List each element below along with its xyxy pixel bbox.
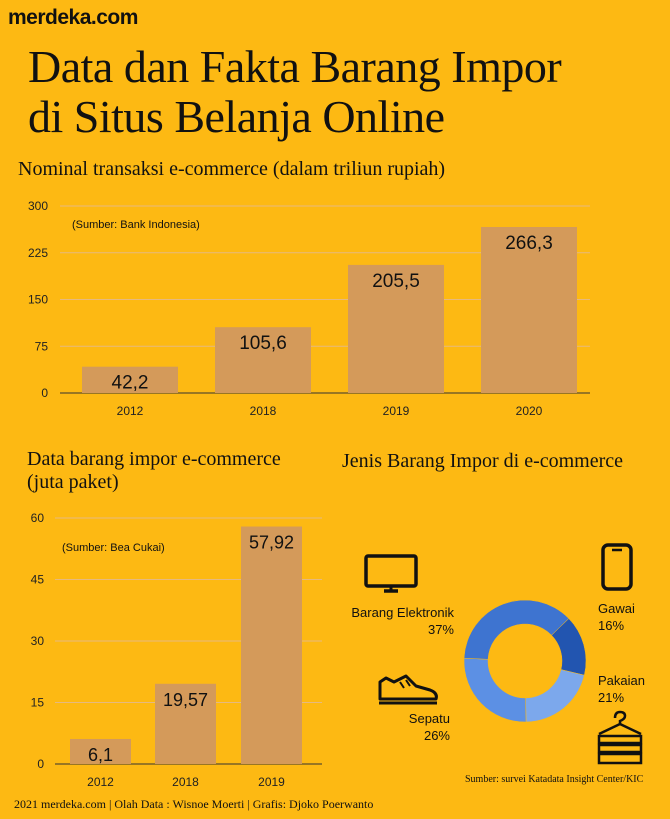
- chart3-title: Jenis Barang Impor di e-commerce: [342, 450, 624, 472]
- x-tick-label: 2018: [172, 775, 199, 789]
- chart2-title: Data barang impor e-commerce (juta paket…: [27, 448, 281, 494]
- donut-source: Sumber: survei Katadata Insight Center/K…: [465, 774, 644, 785]
- clothes-icon: [597, 710, 643, 765]
- chart1-title: Nominal transaksi e-commerce (dalam tril…: [18, 158, 446, 180]
- bar: [348, 264, 444, 393]
- headline: Data dan Fakta Barang Impor di Situs Bel…: [28, 42, 658, 142]
- donut-slice: [463, 657, 527, 723]
- import-packages-chart: 0 15 30 45 60 6,1 2012 19,57 2018 57,92 2019 (Sumbe…: [31, 511, 322, 789]
- chart2-title-line-1: Data barang impor e-commerce: [27, 448, 281, 470]
- bar-value-label: 57,92: [249, 533, 294, 553]
- slice-label-elektronik: Barang Elektronik 37%: [334, 604, 454, 638]
- bar-value-label: 266,3: [505, 233, 553, 254]
- slice-name: Pakaian: [598, 673, 645, 688]
- x-tick-label: 2012: [87, 775, 114, 789]
- brand-logo: merdeka.com: [8, 6, 138, 29]
- bar-value-label: 205,5: [372, 271, 420, 292]
- x-tick-label: 2018: [250, 404, 277, 418]
- x-tick-label: 2019: [258, 775, 285, 789]
- slice-label-gawai: Gawai 16%: [598, 600, 635, 634]
- slice-name: Barang Elektronik: [351, 605, 454, 620]
- slice-value: 21%: [598, 690, 625, 705]
- slice-value: 16%: [598, 618, 625, 633]
- slice-value: 37%: [427, 622, 454, 637]
- y-tick-label: 75: [35, 339, 49, 353]
- slice-name: Gawai: [598, 601, 635, 616]
- donut-slice: [525, 669, 585, 723]
- bar-value-label: 105,6: [239, 333, 287, 354]
- shoe-icon: [378, 674, 438, 705]
- bar: [481, 227, 577, 393]
- chart2-title-line-2: (juta paket): [27, 471, 119, 493]
- y-tick-label: 15: [31, 696, 45, 710]
- slice-label-sepatu: Sepatu 26%: [340, 710, 450, 744]
- y-tick-label: 45: [31, 573, 45, 587]
- y-tick-label: 300: [28, 199, 48, 213]
- import-type-donut: [463, 599, 587, 723]
- y-tick-label: 60: [31, 511, 45, 525]
- ecommerce-transaction-chart: 0 75 150 225 300 42,2 2012 105,6 2018 205,5 2019 26…: [28, 199, 590, 418]
- y-tick-label: 0: [37, 757, 44, 771]
- source-note: (Sumber: Bank Indonesia): [72, 219, 200, 231]
- x-tick-label: 2019: [383, 404, 410, 418]
- y-tick-label: 150: [28, 293, 48, 307]
- donut-slice: [463, 599, 570, 660]
- bar: [155, 683, 216, 764]
- bar-value-label: 6,1: [88, 745, 113, 765]
- bar: [215, 327, 311, 393]
- tv-icon: [364, 554, 418, 593]
- x-tick-label: 2012: [117, 404, 144, 418]
- bar-value-label: 19,57: [163, 690, 208, 710]
- headline-line-1: Data dan Fakta Barang Impor: [28, 41, 562, 92]
- y-tick-label: 0: [41, 386, 48, 400]
- slice-label-pakaian: Pakaian 21%: [598, 672, 645, 706]
- y-tick-label: 225: [28, 246, 48, 260]
- footer-credits: 2021 merdeka.com | Olah Data : Wisnoe Mo…: [14, 797, 374, 811]
- y-tick-label: 30: [31, 634, 45, 648]
- smartphone-icon: [601, 543, 633, 591]
- bar: [82, 366, 178, 393]
- source-note: (Sumber: Bea Cukai): [62, 542, 165, 554]
- slice-value: 26%: [423, 728, 450, 743]
- bar-value-label: 42,2: [112, 373, 149, 394]
- x-tick-label: 2020: [516, 404, 543, 418]
- slice-name: Sepatu: [408, 711, 450, 726]
- headline-line-2: di Situs Belanja Online: [28, 91, 445, 142]
- bar: [70, 738, 131, 764]
- bar: [241, 526, 302, 764]
